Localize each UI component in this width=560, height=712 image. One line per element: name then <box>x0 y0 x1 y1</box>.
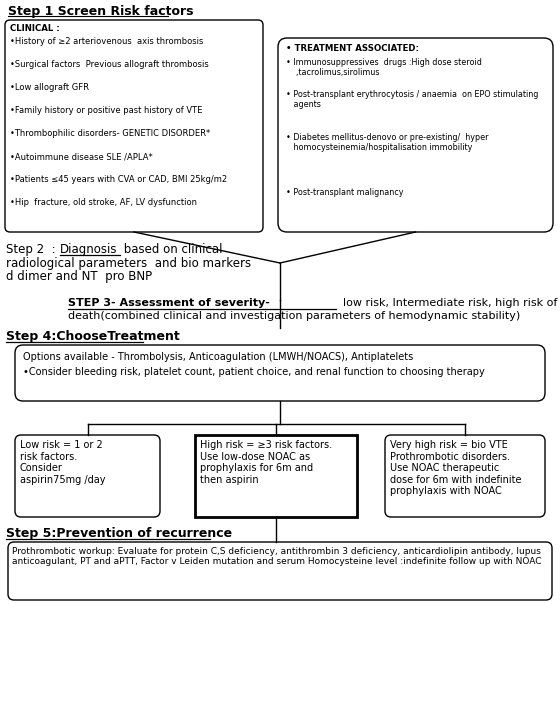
Text: Diagnosis: Diagnosis <box>60 243 118 256</box>
Text: Options available - Thrombolysis, Anticoagulation (LMWH/NOACS), Antiplatelets: Options available - Thrombolysis, Antico… <box>23 352 413 362</box>
Text: Step 2  :: Step 2 : <box>6 243 55 256</box>
Text: low risk, Intermediate risk, high risk of: low risk, Intermediate risk, high risk o… <box>336 298 557 308</box>
Bar <box>195 435 357 517</box>
Text: •Surgical factors  Previous allograft thrombosis: •Surgical factors Previous allograft thr… <box>10 60 209 69</box>
Text: Very high risk = bio VTE
Prothrombotic disorders.
Use NOAC therapeutic
dose for : Very high risk = bio VTE Prothrombotic d… <box>390 440 521 496</box>
Text: Low risk = 1 or 2
risk factors.
Consider
aspirin75mg /day: Low risk = 1 or 2 risk factors. Consider… <box>20 440 105 485</box>
Text: •History of ≥2 arteriovenous  axis thrombosis: •History of ≥2 arteriovenous axis thromb… <box>10 37 203 46</box>
Text: •Consider bleeding risk, platelet count, patient choice, and renal function to c: •Consider bleeding risk, platelet count,… <box>23 367 485 377</box>
Text: CLINICAL :: CLINICAL : <box>10 24 60 33</box>
Text: • Immunosuppressives  drugs :High dose steroid
    ,tacrolimus,sirolimus: • Immunosuppressives drugs :High dose st… <box>286 58 482 78</box>
Text: Step 4:ChooseTreatment: Step 4:ChooseTreatment <box>6 330 180 343</box>
Text: •Low allograft GFR: •Low allograft GFR <box>10 83 89 92</box>
Text: •Thrombophilic disorders- GENETIC DISORDER*: •Thrombophilic disorders- GENETIC DISORD… <box>10 129 210 138</box>
Text: • Post-transplant erythrocytosis / anaemia  on EPO stimulating
   agents: • Post-transplant erythrocytosis / anaem… <box>286 90 538 110</box>
Text: based on clinical: based on clinical <box>120 243 222 256</box>
FancyBboxPatch shape <box>15 435 160 517</box>
Text: death(combined clinical and investigation parameters of hemodynamic stability): death(combined clinical and investigatio… <box>68 311 520 321</box>
Text: Step 5:Prevention of recurrence: Step 5:Prevention of recurrence <box>6 527 232 540</box>
Text: STEP 3- Assessment of severity-: STEP 3- Assessment of severity- <box>68 298 270 308</box>
Text: radiological parameters  and bio markers: radiological parameters and bio markers <box>6 257 251 270</box>
Text: • Diabetes mellitus-denovo or pre-existing/  hyper
   homocysteinemia/hospitalis: • Diabetes mellitus-denovo or pre-existi… <box>286 133 488 152</box>
Text: •Hip  fracture, old stroke, AF, LV dysfunction: •Hip fracture, old stroke, AF, LV dysfun… <box>10 198 197 207</box>
Text: Prothrombotic workup: Evaluate for protein C,S deficiency, antithrombin 3 defici: Prothrombotic workup: Evaluate for prote… <box>12 547 542 567</box>
Text: •Patients ≤45 years with CVA or CAD, BMI 25kg/m2: •Patients ≤45 years with CVA or CAD, BMI… <box>10 175 227 184</box>
Text: • Post-transplant malignancy: • Post-transplant malignancy <box>286 188 404 197</box>
Text: d dimer and NT  pro BNP: d dimer and NT pro BNP <box>6 270 152 283</box>
FancyBboxPatch shape <box>278 38 553 232</box>
FancyBboxPatch shape <box>5 20 263 232</box>
Text: Step 1 Screen Risk factors: Step 1 Screen Risk factors <box>8 5 194 18</box>
FancyBboxPatch shape <box>385 435 545 517</box>
Text: •Family history or positive past history of VTE: •Family history or positive past history… <box>10 106 202 115</box>
Text: • TREATMENT ASSOCIATED:: • TREATMENT ASSOCIATED: <box>286 44 419 53</box>
FancyBboxPatch shape <box>8 542 552 600</box>
Text: High risk = ≥3 risk factors.
Use low-dose NOAC as
prophylaxis for 6m and
then as: High risk = ≥3 risk factors. Use low-dos… <box>200 440 332 485</box>
FancyBboxPatch shape <box>15 345 545 401</box>
Text: •Autoimmune disease SLE /APLA*: •Autoimmune disease SLE /APLA* <box>10 152 153 161</box>
